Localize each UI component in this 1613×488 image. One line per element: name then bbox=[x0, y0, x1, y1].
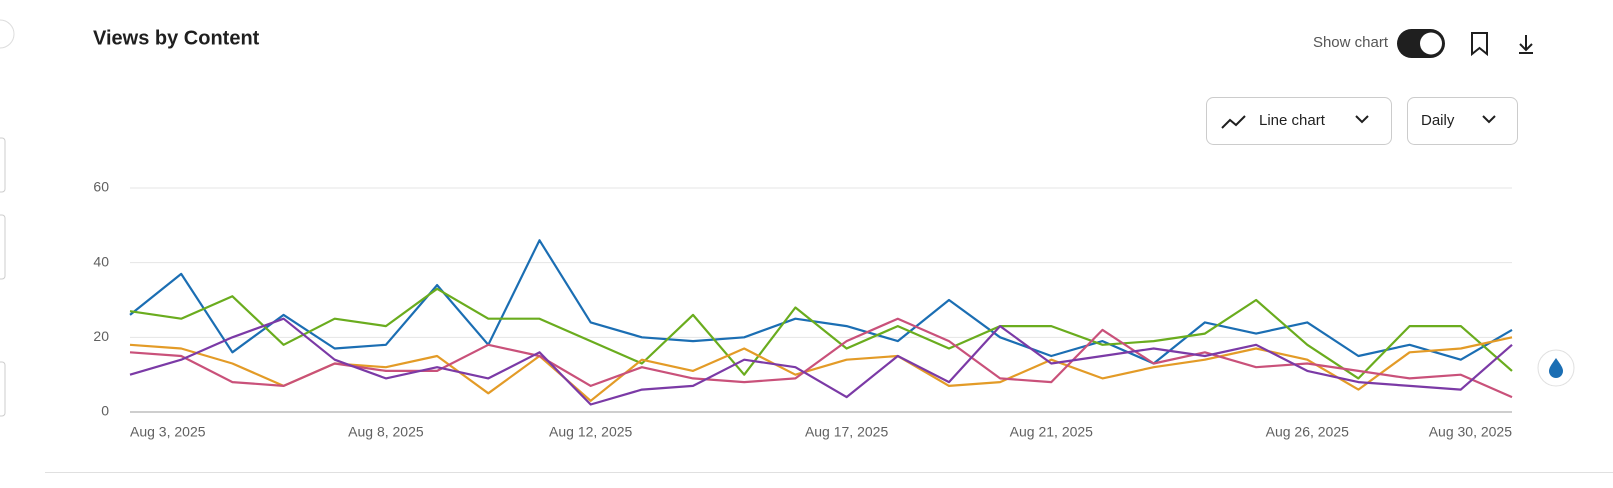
title: Views by Content bbox=[93, 27, 260, 49]
edge-field bbox=[0, 361, 6, 417]
series-line bbox=[129, 287, 1513, 380]
y-tick-label: 40 bbox=[93, 253, 109, 269]
download-icon[interactable] bbox=[1519, 35, 1533, 54]
series-line bbox=[129, 336, 1513, 402]
bookmark-icon[interactable] bbox=[1471, 32, 1488, 57]
dropdown-label: Daily bbox=[1421, 112, 1455, 129]
series-line bbox=[129, 317, 1513, 399]
x-tick-label: Aug 12, 2025 bbox=[549, 424, 633, 440]
series-line bbox=[129, 317, 1513, 406]
x-tick-label: Aug 26, 2025 bbox=[1266, 424, 1350, 440]
edge-button bbox=[0, 19, 15, 49]
edge-field bbox=[0, 137, 6, 193]
y-tick-label: 0 bbox=[101, 403, 109, 419]
dropdown-label: Line chart bbox=[1259, 112, 1326, 129]
x-tick-label: Aug 30, 2025 bbox=[1429, 424, 1513, 440]
side-fab[interactable] bbox=[1537, 349, 1575, 387]
interval-dropdown[interactable]: Daily bbox=[1407, 97, 1518, 145]
x-tick-label: Aug 8, 2025 bbox=[348, 424, 424, 440]
edge-field bbox=[0, 214, 6, 280]
series-line bbox=[129, 239, 1513, 365]
x-tick-label: Aug 21, 2025 bbox=[1010, 424, 1094, 440]
y-tick-label: 60 bbox=[93, 179, 109, 195]
toggle[interactable] bbox=[1397, 29, 1445, 58]
y-tick-label: 20 bbox=[93, 328, 109, 344]
x-tick-label: Aug 17, 2025 bbox=[805, 424, 889, 440]
toggle-label: Show chart bbox=[1313, 34, 1389, 51]
chart-type-dropdown[interactable]: Line chart bbox=[1206, 97, 1392, 145]
plot: 0 20 40 60 Aug 3, 2025 Aug 8, 2025 Aug 12, 202… bbox=[93, 179, 1513, 440]
x-tick-label: Aug 3, 2025 bbox=[130, 424, 206, 440]
